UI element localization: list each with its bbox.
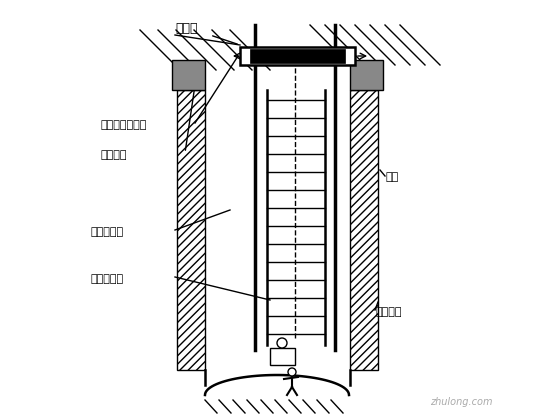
Bar	[177, 90, 205, 370]
Bar	[270, 348, 295, 365]
Text: 应急撤离桥: 应急撤离桥	[90, 227, 123, 237]
Text: 电动绳锁提升机: 电动绳锁提升机	[100, 120, 146, 130]
Text: zhulong.com: zhulong.com	[430, 397, 492, 407]
Bar	[172, 60, 205, 90]
Bar	[240, 47, 355, 65]
Circle shape	[277, 338, 287, 348]
Text: 砖砌井圈: 砖砌井圈	[100, 150, 127, 160]
Text: 送风箱: 送风箱	[175, 22, 198, 35]
Bar	[350, 60, 383, 90]
Circle shape	[288, 368, 296, 376]
Bar	[250, 49, 345, 63]
Text: 低压照明灯: 低压照明灯	[90, 274, 123, 284]
Text: 护壁: 护壁	[385, 172, 398, 182]
Text: 出土机械: 出土机械	[375, 307, 402, 317]
Bar	[350, 90, 378, 370]
